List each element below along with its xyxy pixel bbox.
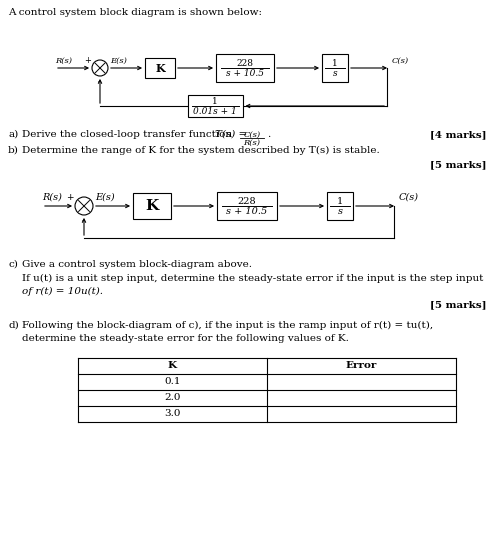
Text: [5 marks]: [5 marks] xyxy=(429,300,486,309)
Text: a): a) xyxy=(8,130,18,139)
Text: s + 10.5: s + 10.5 xyxy=(226,69,264,79)
Text: .: . xyxy=(267,130,270,139)
Text: Give a control system block-diagram above.: Give a control system block-diagram abov… xyxy=(22,260,252,269)
Text: 1: 1 xyxy=(212,98,218,106)
Text: K: K xyxy=(145,199,159,213)
Text: C(s): C(s) xyxy=(392,57,409,65)
Text: -: - xyxy=(82,216,84,225)
Text: 228: 228 xyxy=(237,58,253,68)
Text: Following the block-diagram of c), if the input is the ramp input of r(t) = tu(t: Following the block-diagram of c), if th… xyxy=(22,321,433,330)
Text: K: K xyxy=(168,361,177,371)
Text: +: + xyxy=(67,193,74,202)
Text: c): c) xyxy=(8,260,18,269)
Text: [4 marks]: [4 marks] xyxy=(429,130,486,139)
Text: 1: 1 xyxy=(332,58,338,68)
Text: R(s): R(s) xyxy=(42,193,62,202)
Circle shape xyxy=(92,60,108,76)
Text: A control system block diagram is shown below:: A control system block diagram is shown … xyxy=(8,8,262,17)
Text: R(s): R(s) xyxy=(55,57,72,65)
Bar xyxy=(327,192,353,220)
Text: 3.0: 3.0 xyxy=(164,410,181,418)
Bar xyxy=(188,95,243,117)
Text: determine the steady-state error for the following values of K.: determine the steady-state error for the… xyxy=(22,334,349,343)
Text: +: + xyxy=(84,56,91,65)
Text: d): d) xyxy=(8,321,19,330)
Text: E(s): E(s) xyxy=(95,193,115,202)
Text: C(s): C(s) xyxy=(399,193,419,202)
Text: 228: 228 xyxy=(238,197,256,205)
Text: 0.1: 0.1 xyxy=(164,377,181,387)
Text: 1: 1 xyxy=(337,197,343,205)
Bar xyxy=(217,192,277,220)
Text: -: - xyxy=(97,77,100,86)
Bar xyxy=(133,193,171,219)
Text: Derive the closed-loop transfer function: Derive the closed-loop transfer function xyxy=(22,130,239,139)
Text: [5 marks]: [5 marks] xyxy=(429,160,486,169)
Text: T(s) =: T(s) = xyxy=(215,130,247,139)
Text: Determine the range of K for the system described by T(s) is stable.: Determine the range of K for the system … xyxy=(22,146,380,155)
Text: K: K xyxy=(155,62,165,74)
Text: of r(t) = 10u(t).: of r(t) = 10u(t). xyxy=(22,287,103,296)
Bar xyxy=(145,58,175,78)
Text: C(s): C(s) xyxy=(244,130,260,139)
Text: s: s xyxy=(337,207,342,216)
Text: s + 10.5: s + 10.5 xyxy=(226,207,268,216)
Text: s: s xyxy=(332,69,337,79)
Text: 0.01s + 1: 0.01s + 1 xyxy=(193,106,237,116)
Text: If u(t) is a unit step input, determine the steady-state error if the input is t: If u(t) is a unit step input, determine … xyxy=(22,274,483,283)
Text: Error: Error xyxy=(346,361,377,371)
Bar xyxy=(322,54,348,82)
Text: E(s): E(s) xyxy=(110,57,127,65)
Text: R(s): R(s) xyxy=(244,139,260,147)
Circle shape xyxy=(75,197,93,215)
Text: b): b) xyxy=(8,146,19,155)
Bar xyxy=(216,54,274,82)
Text: 2.0: 2.0 xyxy=(164,394,181,402)
